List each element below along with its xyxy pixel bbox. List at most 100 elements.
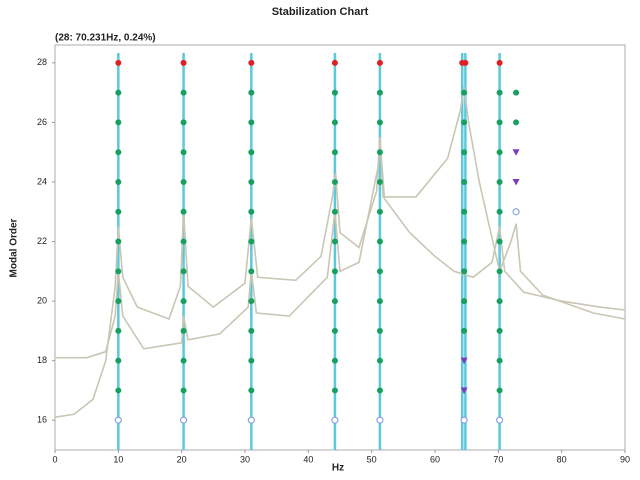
pole-marker <box>376 357 383 364</box>
frf-curve <box>55 86 626 359</box>
pole-marker <box>115 59 122 66</box>
pole-marker <box>248 149 255 156</box>
pole-marker <box>180 298 187 305</box>
pole-marker <box>496 119 503 126</box>
pole-marker <box>248 59 255 66</box>
pole-marker <box>115 149 122 156</box>
pole-marker <box>496 387 503 394</box>
x-tick-label: 10 <box>113 454 123 464</box>
pole-marker <box>496 208 503 215</box>
pole-marker <box>115 327 122 334</box>
pole-marker <box>460 416 468 424</box>
pole-marker <box>331 416 339 424</box>
pole-marker <box>115 387 122 394</box>
pole-marker <box>248 89 255 96</box>
pole-marker <box>496 298 503 305</box>
pole-marker <box>331 268 338 275</box>
pole-marker <box>115 238 122 245</box>
y-tick-label: 28 <box>37 57 47 67</box>
pole-marker <box>376 327 383 334</box>
pole-marker <box>376 178 383 185</box>
y-tick-label: 18 <box>37 355 47 365</box>
pole-marker <box>115 298 122 305</box>
pole-marker <box>461 178 468 185</box>
pole-marker <box>248 178 255 185</box>
pole-marker <box>248 298 255 305</box>
x-tick-label: 50 <box>367 454 377 464</box>
x-tick-label: 40 <box>303 454 313 464</box>
y-tick-label: 24 <box>37 176 47 186</box>
pole-marker <box>180 327 187 334</box>
pole-marker <box>460 357 468 365</box>
pole-marker <box>496 238 503 245</box>
pole-marker <box>496 416 504 424</box>
pole-marker <box>461 327 468 334</box>
pole-marker <box>512 178 520 186</box>
pole-marker <box>376 238 383 245</box>
plot-frame <box>54 44 626 451</box>
pole-marker <box>331 89 338 96</box>
pole-marker <box>376 59 383 66</box>
pole-marker <box>248 268 255 275</box>
pole-marker <box>496 327 503 334</box>
pole-marker <box>115 268 122 275</box>
pole-marker <box>331 298 338 305</box>
y-tick-label: 20 <box>37 295 47 305</box>
pole-marker <box>376 387 383 394</box>
pole-marker <box>248 327 255 334</box>
x-axis-label: Hz <box>332 463 344 474</box>
pole-marker <box>115 119 122 126</box>
chart-title: Stabilization Chart <box>272 6 369 18</box>
y-tick-label: 26 <box>37 117 47 127</box>
pole-marker <box>461 119 468 126</box>
pole-marker <box>331 119 338 126</box>
pole-marker <box>496 149 503 156</box>
pole-marker <box>376 89 383 96</box>
x-tick-label: 30 <box>240 454 250 464</box>
pole-marker <box>248 387 255 394</box>
pole-marker <box>180 89 187 96</box>
pole-marker <box>180 119 187 126</box>
pole-marker <box>331 327 338 334</box>
pole-marker <box>512 149 520 156</box>
x-tick-label: 90 <box>620 454 630 464</box>
pole-marker <box>331 208 338 215</box>
x-tick-label: 80 <box>557 454 567 464</box>
pole-marker <box>331 238 338 245</box>
y-tick-label: 22 <box>37 236 47 246</box>
pole-marker <box>180 178 187 185</box>
pole-marker <box>248 119 255 126</box>
pole-marker <box>461 89 468 96</box>
pole-marker <box>513 119 520 126</box>
pole-marker <box>180 149 187 156</box>
pole-marker <box>115 357 122 364</box>
pole-marker <box>331 59 338 66</box>
pole-marker <box>115 178 122 185</box>
pole-marker <box>331 178 338 185</box>
pole-marker <box>248 208 255 215</box>
pole-marker <box>462 59 469 66</box>
pole-marker <box>496 59 503 66</box>
x-tick-label: 60 <box>430 454 440 464</box>
pole-marker <box>376 208 383 215</box>
pole-marker <box>512 208 520 216</box>
pole-marker <box>115 208 122 215</box>
pole-marker <box>496 357 503 364</box>
pole-marker <box>331 149 338 156</box>
y-axis-label: Modal Order <box>9 218 20 277</box>
pole-marker <box>496 268 503 275</box>
pole-marker <box>461 208 468 215</box>
pole-marker <box>247 416 255 424</box>
pole-marker <box>179 416 188 424</box>
pole-marker <box>376 298 383 305</box>
pole-marker <box>180 357 187 364</box>
pole-marker <box>180 387 187 394</box>
pole-marker <box>180 59 187 66</box>
pole-marker <box>461 298 468 305</box>
pole-marker <box>248 357 255 364</box>
pole-marker <box>496 178 503 185</box>
pole-marker <box>115 89 122 96</box>
pole-marker <box>331 357 338 364</box>
pole-marker <box>180 208 187 215</box>
